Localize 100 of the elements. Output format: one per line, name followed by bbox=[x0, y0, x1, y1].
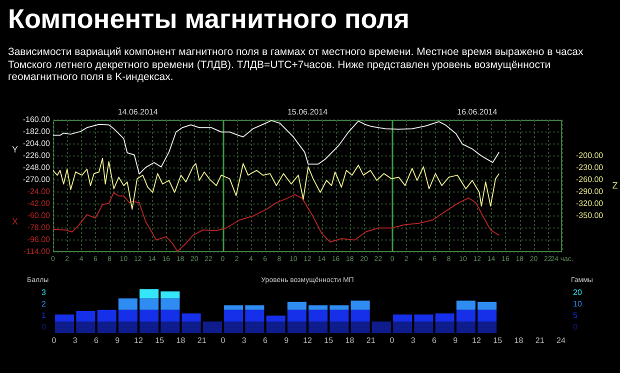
bar bbox=[140, 321, 159, 333]
y2-tick-label: -230.00 bbox=[576, 163, 604, 172]
text: 10 bbox=[573, 299, 582, 308]
y-tick-label: 0 bbox=[42, 322, 47, 332]
x-tick-label: 18 bbox=[345, 336, 355, 346]
bar bbox=[224, 321, 244, 333]
x-tick-label: 18 bbox=[176, 336, 186, 346]
bar bbox=[478, 310, 497, 322]
bar bbox=[287, 302, 306, 310]
bar bbox=[435, 313, 454, 322]
y2-tick-label: -350.00 bbox=[576, 211, 604, 220]
y-tick-label: 2 bbox=[42, 299, 47, 308]
bar bbox=[478, 321, 497, 333]
bar bbox=[456, 300, 476, 310]
bar bbox=[118, 298, 138, 310]
y-tick-label: -226.00 bbox=[22, 151, 51, 160]
x-tick-label: 18 bbox=[514, 336, 524, 346]
bar bbox=[160, 291, 180, 298]
bar bbox=[350, 310, 370, 322]
bar bbox=[350, 321, 370, 333]
bar bbox=[55, 314, 74, 322]
x-tick-label: 21 bbox=[366, 336, 376, 346]
bar bbox=[414, 321, 434, 333]
y-axis-title: Y bbox=[12, 144, 18, 154]
bar bbox=[266, 321, 286, 333]
bar bbox=[456, 310, 476, 322]
bar bbox=[372, 321, 391, 333]
x-tick-label: 24 bbox=[556, 336, 566, 346]
x2-tick-label: 16.06.2014 bbox=[457, 107, 498, 116]
chart-title: Компоненты магнитного поля bbox=[8, 4, 410, 35]
x-tick-label: 9 bbox=[453, 336, 458, 346]
y3-tick-label: -60.00 bbox=[27, 211, 51, 220]
y2-axis-title: Z bbox=[612, 180, 618, 190]
bar bbox=[160, 321, 180, 333]
x-tick-label: 0 bbox=[390, 336, 395, 346]
y2-tick-label: -320.00 bbox=[576, 199, 604, 208]
y-tick-label: -248.00 bbox=[22, 163, 51, 172]
bar bbox=[97, 321, 116, 333]
y-tick-label: -182.00 bbox=[22, 127, 51, 136]
x-tick-label: 6 bbox=[432, 336, 438, 346]
bar bbox=[245, 305, 264, 310]
y3-tick-label: -96.00 bbox=[27, 235, 51, 244]
x-tick-label: 12 bbox=[134, 336, 144, 346]
bar bbox=[308, 310, 328, 322]
bar bbox=[224, 305, 244, 310]
bar bbox=[182, 313, 201, 322]
y-tick-label: -160.00 bbox=[22, 115, 51, 124]
bar bbox=[266, 316, 286, 322]
bar bbox=[160, 310, 180, 322]
bar bbox=[76, 311, 96, 322]
y2-tick-label: -260.00 bbox=[576, 175, 604, 184]
x-tick-label: 3 bbox=[410, 336, 416, 346]
x-tick-label: 12 bbox=[303, 336, 312, 346]
chart-subtitle: Зависимости вариаций компонент магнитного поля в гаммах от местного времени. Местное время выражено в часах Томского летнего декретного времени (ТЛДВ). ТЛДВ=UTC+7часов. Ниже представлен уровень возмущённости геомагнитного поля в K-индексах. bbox=[8, 46, 584, 84]
bar bbox=[140, 310, 159, 322]
bar bbox=[350, 300, 370, 310]
bar bbox=[393, 314, 412, 322]
y3-tick-label: -42.00 bbox=[27, 199, 51, 208]
bar bbox=[393, 321, 412, 333]
bar bbox=[287, 310, 306, 322]
y2-tick-label: -290.00 bbox=[576, 187, 604, 196]
bar bbox=[76, 321, 96, 333]
x2-tick-label: 15.06.2014 bbox=[287, 107, 328, 116]
y3-tick-label: -78.00 bbox=[27, 223, 51, 232]
y2-tick-label: -200.00 bbox=[576, 151, 604, 160]
bar bbox=[478, 302, 497, 310]
x-tick-label: 3 bbox=[72, 336, 78, 346]
y3-axis-title: X bbox=[12, 216, 18, 226]
text: 20 bbox=[573, 288, 582, 297]
bar bbox=[55, 321, 74, 333]
y3-tick-label: -24.00 bbox=[27, 187, 51, 196]
x-tick-label: 9 bbox=[284, 336, 290, 346]
y-tick-label: 3 bbox=[42, 288, 47, 297]
x-tick-label: 21 bbox=[535, 336, 545, 346]
bar bbox=[140, 298, 159, 310]
x-tick-label: 12 bbox=[472, 336, 482, 346]
x-tick-label: 9 bbox=[115, 336, 120, 346]
bar bbox=[202, 321, 222, 333]
x-tick-label: 21 bbox=[197, 336, 207, 346]
x2-tick-label: 14.06.2014 bbox=[118, 107, 158, 116]
y3-tick-label: -114.00 bbox=[23, 247, 51, 256]
y-tick-label: -204.00 bbox=[22, 139, 51, 148]
text: 5 bbox=[573, 310, 578, 320]
bar bbox=[245, 310, 264, 322]
bar bbox=[160, 298, 180, 310]
x-tick-label: 15 bbox=[155, 336, 165, 346]
bar bbox=[330, 310, 349, 322]
bar bbox=[330, 321, 349, 333]
bar bbox=[97, 310, 116, 322]
x-tick-label: 15 bbox=[324, 336, 334, 346]
bar bbox=[308, 321, 328, 333]
y-tick-label: 1 bbox=[42, 310, 47, 320]
bar bbox=[140, 289, 159, 298]
text: 0 bbox=[573, 322, 578, 332]
x-tick-label: 15 bbox=[493, 336, 503, 346]
x-tick-label: 6 bbox=[263, 336, 268, 346]
x-tick-label: 0 bbox=[52, 336, 57, 346]
bar bbox=[182, 321, 201, 333]
bar bbox=[118, 310, 138, 322]
y-tick-label: -270.00 bbox=[22, 175, 51, 184]
